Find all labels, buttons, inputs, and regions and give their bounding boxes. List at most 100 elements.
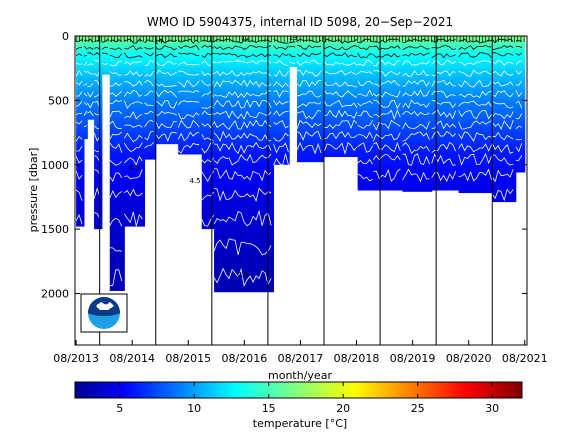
isotherm-line bbox=[75, 120, 83, 125]
isotherm-line bbox=[87, 70, 94, 75]
isotherm-line bbox=[109, 142, 123, 153]
isotherm-line bbox=[402, 69, 430, 77]
isotherm-line bbox=[273, 81, 289, 88]
isotherm-line bbox=[75, 112, 83, 115]
isotherm-line bbox=[402, 131, 430, 142]
isotherm-line bbox=[87, 63, 94, 66]
isotherm-line bbox=[213, 119, 272, 130]
isotherm-line bbox=[296, 130, 322, 141]
isotherm-line bbox=[402, 110, 430, 117]
data-segment bbox=[109, 36, 125, 291]
isotherm-line bbox=[402, 89, 430, 97]
colorbar: 5 10 15 20 25 30 temperature [°C] bbox=[74, 381, 523, 430]
isotherm-line bbox=[214, 52, 272, 58]
svg-text:NOAA: NOAA bbox=[97, 304, 112, 310]
isotherm-line bbox=[109, 120, 122, 130]
isotherm-line bbox=[177, 112, 200, 120]
isotherm-line bbox=[323, 81, 358, 88]
isotherm-line bbox=[214, 168, 272, 182]
isotherm-line bbox=[213, 238, 272, 256]
isotherm-line bbox=[144, 90, 154, 96]
isotherm-line bbox=[177, 119, 200, 129]
isotherm-line bbox=[296, 60, 322, 66]
isotherm-line bbox=[273, 39, 289, 44]
data-segment bbox=[515, 36, 526, 173]
colorbar-ticks: 5 10 15 20 25 30 bbox=[116, 382, 499, 415]
isotherm-line bbox=[124, 155, 143, 166]
isotherm-line bbox=[297, 69, 322, 77]
isotherm-line bbox=[273, 132, 289, 142]
isotherm-line bbox=[109, 53, 123, 59]
isotherm-line bbox=[75, 170, 83, 180]
isotherm-line bbox=[402, 52, 430, 57]
isotherm-line bbox=[491, 119, 514, 130]
isotherm-line bbox=[273, 152, 289, 166]
isotherm-line bbox=[213, 90, 272, 99]
isotherm-line bbox=[458, 90, 492, 99]
isotherm-line bbox=[357, 158, 373, 165]
isotherm-line bbox=[402, 121, 430, 130]
isotherm-line bbox=[491, 100, 514, 109]
data-segment bbox=[76, 36, 85, 227]
isotherm-line bbox=[144, 79, 154, 87]
data-segment bbox=[289, 36, 298, 67]
isotherm-line bbox=[144, 102, 154, 106]
colorbar-tick-label: 10 bbox=[187, 402, 201, 415]
y-tick-label: 1500 bbox=[41, 223, 69, 236]
isotherm-line bbox=[458, 38, 492, 44]
isotherm-line bbox=[123, 142, 143, 152]
colorbar-label: temperature [°C] bbox=[253, 417, 347, 430]
isotherm-line bbox=[123, 52, 143, 59]
isotherm-line bbox=[177, 100, 200, 106]
isotherm-line bbox=[357, 89, 373, 97]
y-tick-label: 0 bbox=[62, 30, 69, 43]
isotherm-line bbox=[155, 45, 177, 51]
isotherm-line bbox=[323, 119, 358, 130]
data-segment bbox=[124, 36, 146, 227]
isotherm-line bbox=[213, 110, 272, 120]
noaa-logo: NOAA bbox=[80, 293, 128, 333]
isotherm-line bbox=[296, 38, 322, 43]
x-tick-label: 08/2017 bbox=[278, 352, 324, 365]
plot-frame bbox=[74, 35, 528, 346]
contour-label: 2.5 bbox=[237, 271, 248, 279]
isotherm-line bbox=[93, 149, 101, 153]
x-tick-label: 08/2018 bbox=[334, 352, 380, 365]
isotherm-line bbox=[93, 187, 101, 199]
isotherm-line bbox=[515, 154, 523, 161]
isotherm-line bbox=[177, 143, 200, 154]
y-axis: 0 500 1000 1500 2000 bbox=[41, 30, 527, 301]
isotherm-line bbox=[296, 109, 322, 120]
isotherm-line bbox=[93, 154, 101, 163]
x-axis: 08/2013 08/2014 08/2015 08/2016 08/2017 08/20… bbox=[53, 340, 548, 365]
isotherm-contours bbox=[75, 38, 523, 287]
isotherm-line bbox=[213, 70, 272, 77]
isotherm-line bbox=[323, 131, 358, 140]
isotherm-line bbox=[75, 46, 83, 50]
isotherm-line bbox=[155, 83, 177, 88]
isotherm-line bbox=[273, 90, 289, 98]
isotherm-line bbox=[273, 45, 289, 51]
isotherm-line bbox=[155, 110, 177, 116]
isotherm-line bbox=[491, 59, 514, 67]
isotherm-line bbox=[214, 141, 272, 155]
isotherm-line bbox=[93, 70, 101, 77]
isotherm-line bbox=[101, 46, 108, 50]
isotherm-line bbox=[155, 52, 177, 59]
isotherm-line bbox=[93, 212, 101, 219]
isotherm-line bbox=[491, 188, 514, 202]
isotherm-line bbox=[155, 69, 178, 77]
data-segment bbox=[458, 36, 493, 194]
isotherm-line bbox=[144, 110, 154, 115]
isotherm-line bbox=[357, 45, 373, 51]
contour-label: 14 bbox=[154, 38, 163, 46]
isotherm-line bbox=[86, 91, 94, 98]
isotherm-line bbox=[93, 46, 101, 51]
x-tick-label: 08/2019 bbox=[390, 352, 436, 365]
data-segment bbox=[101, 36, 111, 75]
isotherm-line bbox=[357, 131, 373, 139]
isotherm-line bbox=[458, 152, 492, 166]
y-axis-label: pressure [dbar] bbox=[27, 148, 40, 233]
isotherm-line bbox=[492, 131, 514, 141]
isotherm-line bbox=[372, 153, 401, 161]
